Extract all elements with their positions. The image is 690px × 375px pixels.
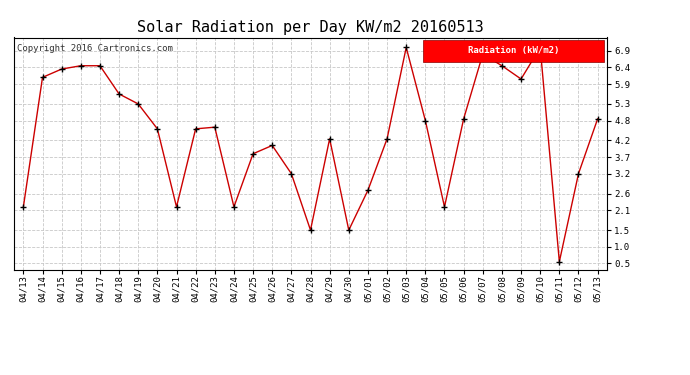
Text: Copyright 2016 Cartronics.com: Copyright 2016 Cartronics.com — [17, 45, 172, 54]
FancyBboxPatch shape — [423, 40, 604, 62]
Text: Radiation (kW/m2): Radiation (kW/m2) — [468, 46, 560, 56]
Title: Solar Radiation per Day KW/m2 20160513: Solar Radiation per Day KW/m2 20160513 — [137, 20, 484, 35]
